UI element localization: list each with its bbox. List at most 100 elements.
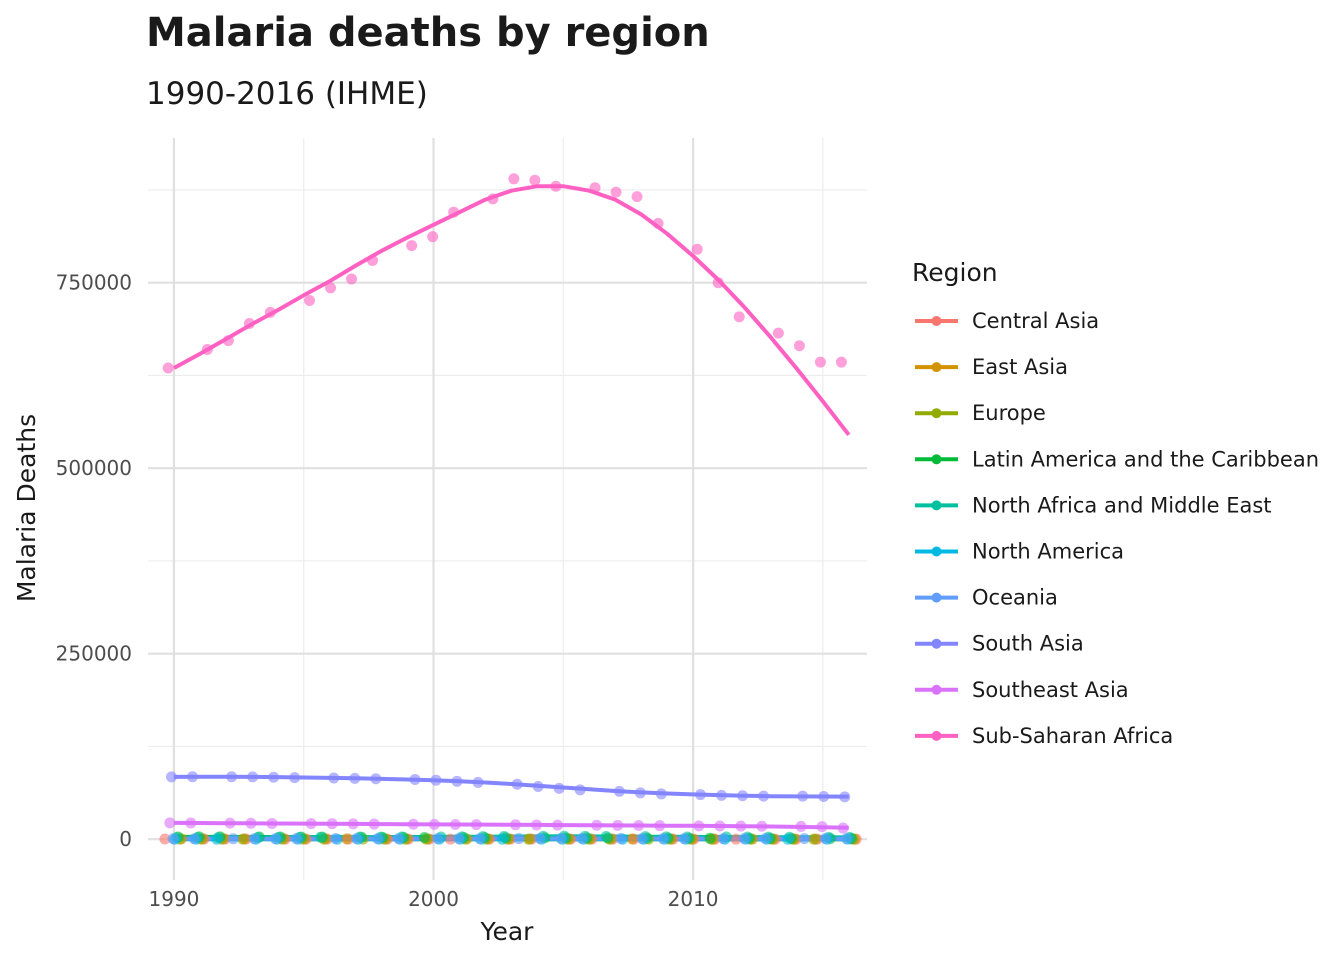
legend-key-point-north-africa-and-middle-east bbox=[931, 500, 942, 511]
point-sub-saharan-africa bbox=[162, 362, 174, 374]
point-oceania bbox=[474, 833, 486, 845]
grid bbox=[148, 138, 867, 880]
legend-key-point-latin-america-and-the-caribbean bbox=[931, 454, 942, 465]
point-southeast-asia bbox=[347, 818, 359, 830]
legend-label-east-asia: East Asia bbox=[972, 355, 1068, 379]
y-tick-label: 0 bbox=[119, 827, 132, 851]
point-southeast-asia bbox=[326, 818, 338, 830]
point-sub-saharan-africa bbox=[793, 340, 805, 352]
point-southeast-asia bbox=[612, 819, 624, 831]
x-tick-label: 2010 bbox=[668, 887, 719, 911]
point-southeast-asia bbox=[470, 819, 482, 831]
point-sub-saharan-africa bbox=[427, 231, 439, 243]
point-latin-america-and-the-caribbean bbox=[704, 832, 716, 844]
legend-label-north-america: North America bbox=[972, 540, 1124, 564]
point-oceania bbox=[819, 833, 831, 845]
point-east-asia bbox=[626, 833, 638, 845]
legend-label-central-asia: Central Asia bbox=[972, 309, 1099, 333]
legend-key-point-oceania bbox=[931, 592, 942, 603]
point-south-asia bbox=[532, 781, 544, 793]
point-central-asia bbox=[730, 833, 742, 845]
legend-label-sub-saharan-africa: Sub-Saharan Africa bbox=[972, 724, 1173, 748]
point-oceania bbox=[350, 833, 362, 845]
point-southeast-asia bbox=[552, 819, 564, 831]
point-south-asia bbox=[574, 784, 586, 796]
point-oceania bbox=[513, 833, 525, 845]
point-south-asia bbox=[370, 773, 382, 785]
point-south-asia bbox=[349, 772, 361, 784]
point-oceania bbox=[290, 833, 302, 845]
point-south-asia bbox=[758, 790, 770, 802]
point-southeast-asia bbox=[531, 819, 543, 831]
axes: 0 250000 500000 750000 1990 2000 2010 bbox=[56, 271, 719, 911]
point-sub-saharan-africa bbox=[652, 217, 664, 229]
point-southeast-asia bbox=[837, 822, 849, 834]
point-sub-saharan-africa bbox=[264, 306, 276, 318]
point-north-america bbox=[496, 833, 508, 845]
point-oceania bbox=[371, 833, 383, 845]
point-europe bbox=[237, 833, 249, 845]
point-oceania bbox=[432, 833, 444, 845]
point-south-asia bbox=[716, 789, 728, 801]
point-sub-saharan-africa bbox=[691, 243, 703, 255]
point-south-asia bbox=[511, 778, 523, 790]
point-south-asia bbox=[409, 773, 421, 785]
point-southeast-asia bbox=[591, 819, 603, 831]
point-southeast-asia bbox=[185, 817, 197, 829]
point-oceania bbox=[759, 833, 771, 845]
point-south-asia bbox=[226, 771, 238, 783]
x-axis-title: Year bbox=[480, 917, 535, 946]
point-central-asia bbox=[159, 833, 171, 845]
point-oceania bbox=[798, 833, 810, 845]
point-south-asia bbox=[268, 771, 280, 783]
trend-line-south-asia bbox=[173, 774, 849, 799]
point-south-asia bbox=[818, 791, 830, 803]
y-tick-label: 500000 bbox=[56, 456, 132, 480]
point-southeast-asia bbox=[245, 817, 257, 829]
point-southeast-asia bbox=[795, 820, 807, 832]
point-sub-saharan-africa bbox=[589, 182, 601, 194]
point-south-asia bbox=[451, 775, 463, 787]
point-sub-saharan-africa bbox=[346, 273, 358, 285]
point-north-america bbox=[782, 833, 794, 845]
point-oceania bbox=[555, 833, 567, 845]
point-south-asia bbox=[328, 772, 340, 784]
point-north-africa-and-middle-east bbox=[315, 831, 327, 843]
point-sub-saharan-africa bbox=[712, 277, 724, 289]
point-south-asia bbox=[737, 790, 749, 802]
legend-label-latin-america-and-the-caribbean: Latin America and the Caribbean bbox=[972, 447, 1319, 471]
point-oceania bbox=[840, 833, 852, 845]
point-oceania bbox=[615, 833, 627, 845]
point-oceania bbox=[269, 833, 281, 845]
point-latin-america-and-the-caribbean bbox=[418, 831, 430, 843]
point-south-asia bbox=[553, 782, 565, 794]
chart-subtitle: 1990-2016 (IHME) bbox=[146, 76, 428, 112]
point-sub-saharan-africa bbox=[201, 343, 213, 355]
point-east-asia bbox=[341, 833, 353, 845]
point-southeast-asia bbox=[693, 820, 705, 832]
point-oceania bbox=[576, 833, 588, 845]
point-sub-saharan-africa bbox=[814, 356, 826, 368]
data-points bbox=[159, 173, 862, 845]
point-southeast-asia bbox=[510, 819, 522, 831]
legend-key-point-east-asia bbox=[931, 362, 942, 373]
point-oceania bbox=[392, 833, 404, 845]
legend-label-oceania: Oceania bbox=[972, 586, 1058, 610]
point-sub-saharan-africa bbox=[304, 294, 316, 306]
point-sub-saharan-africa bbox=[772, 327, 784, 339]
legend-label-southeast-asia: Southeast Asia bbox=[972, 678, 1129, 702]
legend-key-point-north-america bbox=[931, 546, 942, 557]
point-south-asia bbox=[634, 787, 646, 799]
point-oceania bbox=[717, 833, 729, 845]
legend-key-point-southeast-asia bbox=[931, 684, 942, 695]
point-south-asia bbox=[472, 776, 484, 788]
y-tick-label: 750000 bbox=[56, 271, 132, 295]
point-southeast-asia bbox=[714, 820, 726, 832]
point-oceania bbox=[248, 833, 260, 845]
point-oceania bbox=[657, 833, 669, 845]
point-central-asia bbox=[444, 833, 456, 845]
point-southeast-asia bbox=[224, 817, 236, 829]
point-sub-saharan-africa bbox=[610, 186, 622, 198]
legend-key-point-sub-saharan-africa bbox=[931, 730, 942, 741]
